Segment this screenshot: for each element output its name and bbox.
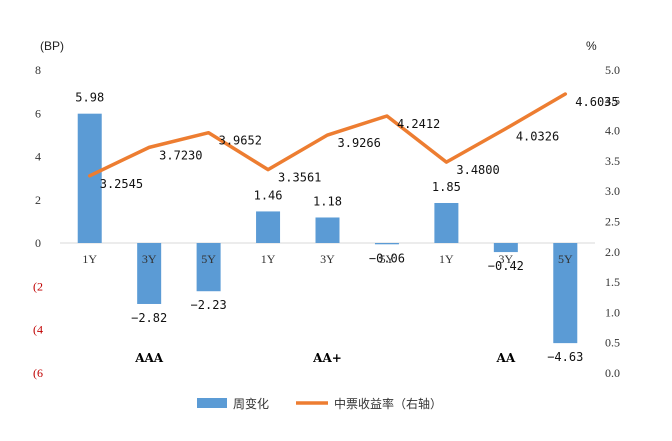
bar-data-label: −2.23 bbox=[191, 298, 227, 312]
group-label: AA bbox=[496, 351, 516, 365]
bar-weekly-change bbox=[493, 243, 518, 253]
left-axis-tick-label: 0 bbox=[35, 236, 41, 250]
category-label: 3Y bbox=[498, 252, 513, 266]
left-axis-tick-label: (2 bbox=[33, 279, 43, 293]
line-data-label: 4.0326 bbox=[516, 130, 559, 144]
left-axis-tick-label: 4 bbox=[35, 150, 41, 164]
bar-weekly-change bbox=[553, 243, 578, 344]
group-label: AAA bbox=[134, 351, 164, 365]
left-axis-unit: (BP) bbox=[40, 39, 64, 53]
bar-weekly-change bbox=[137, 243, 162, 304]
bar-data-label: 1.46 bbox=[254, 188, 283, 202]
right-axis-tick-label: 3.0 bbox=[605, 184, 620, 198]
category-label: 1Y bbox=[261, 252, 276, 266]
right-axis-tick-label: 1.5 bbox=[605, 275, 620, 289]
right-axis-tick-label: 5.0 bbox=[605, 63, 620, 77]
right-axis-tick-label: 1.0 bbox=[605, 305, 620, 319]
line-data-label: 4.2412 bbox=[397, 117, 440, 131]
line-data-label: 3.9652 bbox=[219, 134, 262, 148]
line-data-label: 3.9266 bbox=[338, 136, 381, 150]
right-axis-tick-label: 4.5 bbox=[605, 93, 620, 107]
bar-weekly-change bbox=[315, 217, 340, 243]
left-axis-tick-label: (6 bbox=[33, 366, 43, 380]
bar-weekly-change bbox=[256, 211, 281, 243]
right-axis-unit: % bbox=[586, 39, 597, 53]
bar-weekly-change bbox=[196, 243, 221, 292]
legend-bar-label: 周变化 bbox=[233, 396, 269, 411]
line-data-label: 4.6035 bbox=[575, 95, 618, 109]
category-label: 5Y bbox=[380, 252, 395, 266]
category-label: 5Y bbox=[201, 252, 216, 266]
category-label: 5Y bbox=[558, 252, 573, 266]
right-axis-tick-label: 4.0 bbox=[605, 124, 620, 138]
bar-data-label: 5.98 bbox=[75, 91, 104, 105]
right-axis-tick-label: 0.0 bbox=[605, 366, 620, 380]
group-label: AA+ bbox=[312, 351, 342, 365]
bar-data-label: −4.63 bbox=[547, 350, 583, 364]
category-label: 1Y bbox=[439, 252, 454, 266]
line-data-label: 3.2545 bbox=[100, 177, 143, 191]
bar-data-label: 1.85 bbox=[432, 180, 461, 194]
legend-line-label: 中票收益率（右轴） bbox=[334, 396, 442, 411]
bar-weekly-change bbox=[374, 243, 399, 245]
bar-data-label: −2.82 bbox=[131, 311, 167, 325]
category-label: 3Y bbox=[320, 252, 335, 266]
bar-data-label: 1.18 bbox=[313, 194, 342, 208]
left-axis-tick-label: 2 bbox=[35, 193, 41, 207]
line-data-label: 3.3561 bbox=[278, 171, 321, 185]
right-axis-tick-label: 2.0 bbox=[605, 245, 620, 259]
bar-weekly-change bbox=[434, 202, 459, 243]
bar-data-label: −0.42 bbox=[488, 259, 524, 273]
bar-weekly-change bbox=[77, 113, 102, 244]
right-axis-tick-label: 3.5 bbox=[605, 154, 620, 168]
bar-data-label: −0.06 bbox=[369, 251, 405, 265]
line-data-label: 3.7230 bbox=[159, 148, 202, 162]
yield-line bbox=[87, 92, 568, 178]
right-axis-tick-label: 2.5 bbox=[605, 215, 620, 229]
legend-bar-swatch bbox=[197, 398, 227, 408]
category-label: 3Y bbox=[142, 252, 157, 266]
right-axis-tick-label: 0.5 bbox=[605, 336, 620, 350]
left-axis-tick-label: (4 bbox=[33, 323, 43, 337]
left-axis-tick-label: 6 bbox=[35, 106, 41, 120]
left-axis-tick-label: 8 bbox=[35, 63, 41, 77]
line-data-label: 3.4800 bbox=[456, 163, 499, 177]
category-label: 1Y bbox=[82, 252, 97, 266]
